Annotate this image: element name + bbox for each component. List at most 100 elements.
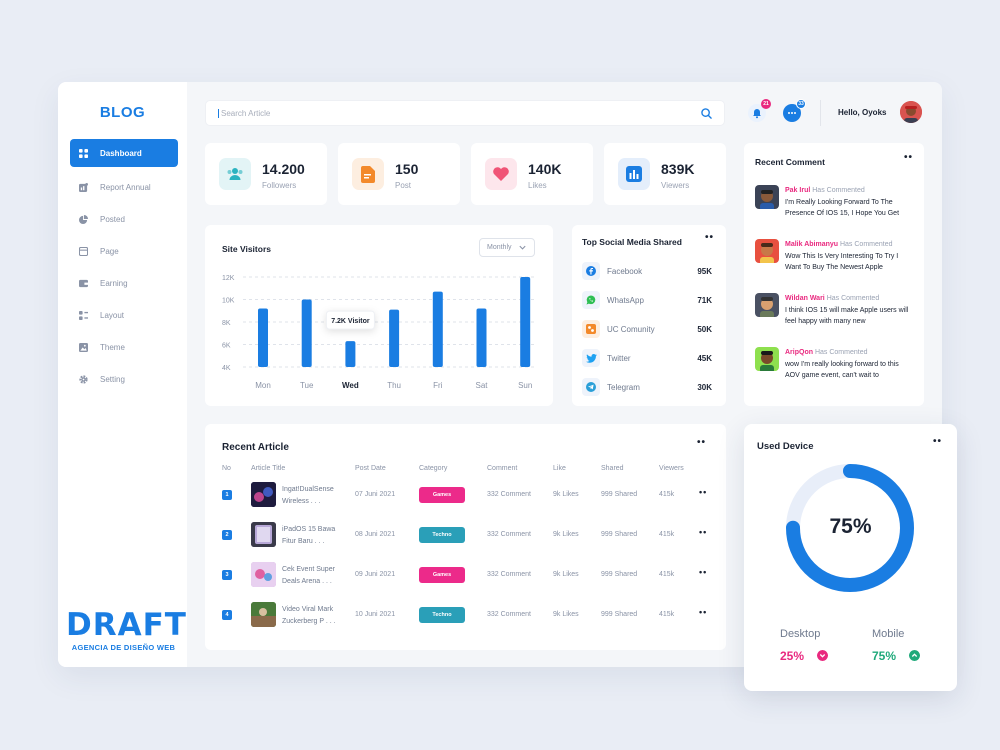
sidebar-item-posted[interactable]: Posted [70, 205, 178, 233]
social-title: Top Social Media Shared [582, 237, 682, 247]
brand-logo[interactable]: BLOG [99, 104, 146, 121]
article-title[interactable]: iPadOS 15 Bawa Fitur Baru . . . [282, 526, 336, 545]
bar-mon[interactable] [258, 308, 268, 368]
used-device-title: Used Device [757, 441, 814, 452]
article-title[interactable]: Video Viral Mark Zuckerberg P . . . [282, 606, 336, 625]
chevron-up-icon [909, 650, 920, 661]
telegram-icon [582, 378, 600, 396]
heart-icon [493, 167, 509, 181]
more-options-icon[interactable]: •• [933, 436, 943, 447]
user-greeting: Hello, Oyoks [838, 108, 887, 117]
stat-label: Followers [262, 181, 297, 190]
more-options-icon[interactable]: •• [697, 437, 707, 448]
y-tick-label: 12K [222, 275, 235, 282]
chevron-down-icon [817, 650, 828, 661]
more-options-icon[interactable]: •• [904, 152, 914, 163]
layout-icon [79, 310, 88, 320]
bar-fri[interactable] [432, 291, 443, 367]
x-tick-label: Mon [255, 381, 271, 390]
comment-author[interactable]: Malik Abimanyu [785, 241, 839, 248]
search-input[interactable] [218, 108, 701, 118]
social-name: Telegram [607, 382, 640, 392]
users-icon [227, 168, 243, 180]
row-options-icon[interactable]: •• [699, 607, 708, 617]
sidebar-item-earning[interactable]: Earning [70, 269, 178, 297]
table-row[interactable]: 1 Ingat!DualSense Wireless . . . 07 Juni… [205, 480, 725, 520]
sidebar-item-setting[interactable]: Setting [70, 365, 178, 393]
desktop-value: 25% [780, 649, 805, 663]
bar-thu[interactable] [389, 309, 400, 367]
table-row[interactable]: 4 Video Viral Mark Zuckerberg P . . . 10… [205, 600, 725, 640]
notification-button[interactable]: 21 [748, 99, 771, 122]
chevron-down-icon [519, 245, 526, 250]
stat-value: 140K [528, 161, 562, 177]
messages-button[interactable]: 33 [783, 99, 806, 122]
comment-author[interactable]: AripQon [785, 349, 813, 356]
row-options-icon[interactable]: •• [699, 527, 708, 537]
report-icon [79, 182, 88, 192]
sidebar-item-report-annual[interactable]: Report Annual [70, 173, 178, 201]
column-header: Category [419, 465, 448, 472]
social-name: Twitter [607, 353, 631, 363]
category-badge[interactable]: Techno [419, 527, 465, 543]
category-badge[interactable]: Techno [419, 607, 465, 623]
social-value: 71K [697, 295, 712, 305]
comment-count: 332 Comment [487, 531, 531, 538]
sidebar-item-layout[interactable]: Layout [70, 301, 178, 329]
page-icon [79, 246, 88, 256]
like-count: 9k Likes [553, 571, 579, 578]
x-tick-label: Sat [475, 381, 488, 390]
sidebar-item-label: Setting [100, 374, 125, 384]
category-badge[interactable]: Games [419, 567, 465, 583]
avatar [755, 239, 779, 263]
user-avatar[interactable] [900, 101, 922, 123]
stat-value: 839K [661, 161, 695, 177]
header-divider [820, 100, 821, 126]
table-row[interactable]: 2 iPadOS 15 Bawa Fitur Baru . . . 08 Jun… [205, 520, 725, 560]
table-row[interactable]: 3 Cek Event Super Deals Arena . . . 09 J… [205, 560, 725, 600]
viewers-count: 415k [659, 531, 675, 538]
sidebar-item-page[interactable]: Page [70, 237, 178, 265]
sidebar-item-label: Theme [100, 342, 125, 352]
row-options-icon[interactable]: •• [699, 487, 708, 497]
like-count: 9k Likes [553, 531, 579, 538]
comment-meta: Has Commented [839, 241, 893, 248]
sidebar-nav: Dashboard Report Annual Posted Page Earn… [70, 139, 178, 397]
comment-author[interactable]: Wildan Wari [785, 295, 825, 302]
more-options-icon[interactable]: •• [705, 232, 715, 243]
recent-comment-title: Recent Comment [755, 157, 825, 167]
device-percent: 75% [829, 515, 872, 538]
period-dropdown[interactable]: Monthly [479, 238, 535, 257]
social-value: 95K [697, 266, 712, 276]
stat-label: Post [395, 181, 412, 190]
site-visitors-card: 12K 10K 8K 6K 4K Mon Tue Wed 7.2K Visitor Thu Fri S… [205, 225, 553, 406]
stat-value: 14.200 [262, 161, 305, 177]
site-visitors-title: Site Visitors [222, 244, 271, 254]
bar-wed[interactable] [345, 341, 356, 367]
avatar-icon [760, 190, 774, 209]
sidebar-item-theme[interactable]: Theme [70, 333, 178, 361]
article-title[interactable]: Cek Event Super Deals Arena . . . [282, 566, 335, 585]
dashboard-window: BLOG Dashboard Report Annual Posted Page… [58, 82, 942, 667]
sidebar-item-label: Posted [100, 214, 125, 224]
comment-author[interactable]: Pak Irul [785, 187, 811, 194]
bar-tue[interactable] [301, 299, 312, 368]
watermark-title: DRAFT [66, 607, 187, 643]
bar-sun[interactable] [520, 277, 531, 367]
comment-meta: Has Commented [814, 349, 868, 356]
mobile-value: 75% [872, 649, 897, 663]
category-badge[interactable]: Games [419, 487, 465, 503]
watermark-subtitle: AGENCIA DE DISEÑO WEB [71, 643, 176, 652]
social-value: 50K [697, 324, 712, 334]
sidebar-item-dashboard[interactable]: Dashboard [70, 139, 178, 167]
row-options-icon[interactable]: •• [699, 567, 708, 577]
search-icon[interactable] [701, 107, 712, 119]
stat-icon-box [618, 158, 650, 190]
column-header: Like [553, 465, 566, 472]
stat-card-post: 150 Post [338, 143, 460, 205]
column-header: Shared [601, 465, 624, 472]
article-title[interactable]: Ingat!DualSense Wireless . . . [282, 486, 334, 505]
used-device-card: Used Device •• 75% Desktop 25% Mobile 75… [744, 424, 957, 691]
comment-body: Wow This Is Very Interesting To Try I Wa… [785, 252, 899, 272]
bar-sat[interactable] [476, 308, 487, 368]
